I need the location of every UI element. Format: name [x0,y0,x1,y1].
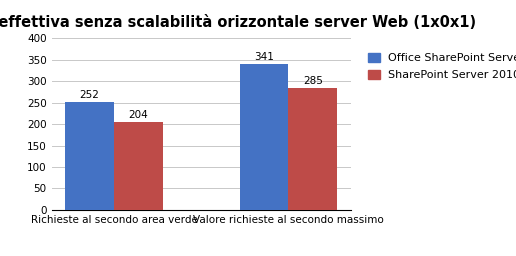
Text: 204: 204 [128,110,148,120]
Bar [239,64,288,210]
Legend: Office SharePoint Server 2007, SharePoint Server 2010: Office SharePoint Server 2007, SharePoin… [368,52,516,80]
Bar [114,122,163,210]
Text: 341: 341 [254,51,274,61]
Bar [288,88,337,210]
Title: Velocità effettiva senza scalabilità orizzontale server Web (1x0x1): Velocità effettiva senza scalabilità ori… [0,15,476,30]
Bar [65,102,114,210]
Text: 252: 252 [79,90,100,100]
Text: 285: 285 [303,76,323,86]
